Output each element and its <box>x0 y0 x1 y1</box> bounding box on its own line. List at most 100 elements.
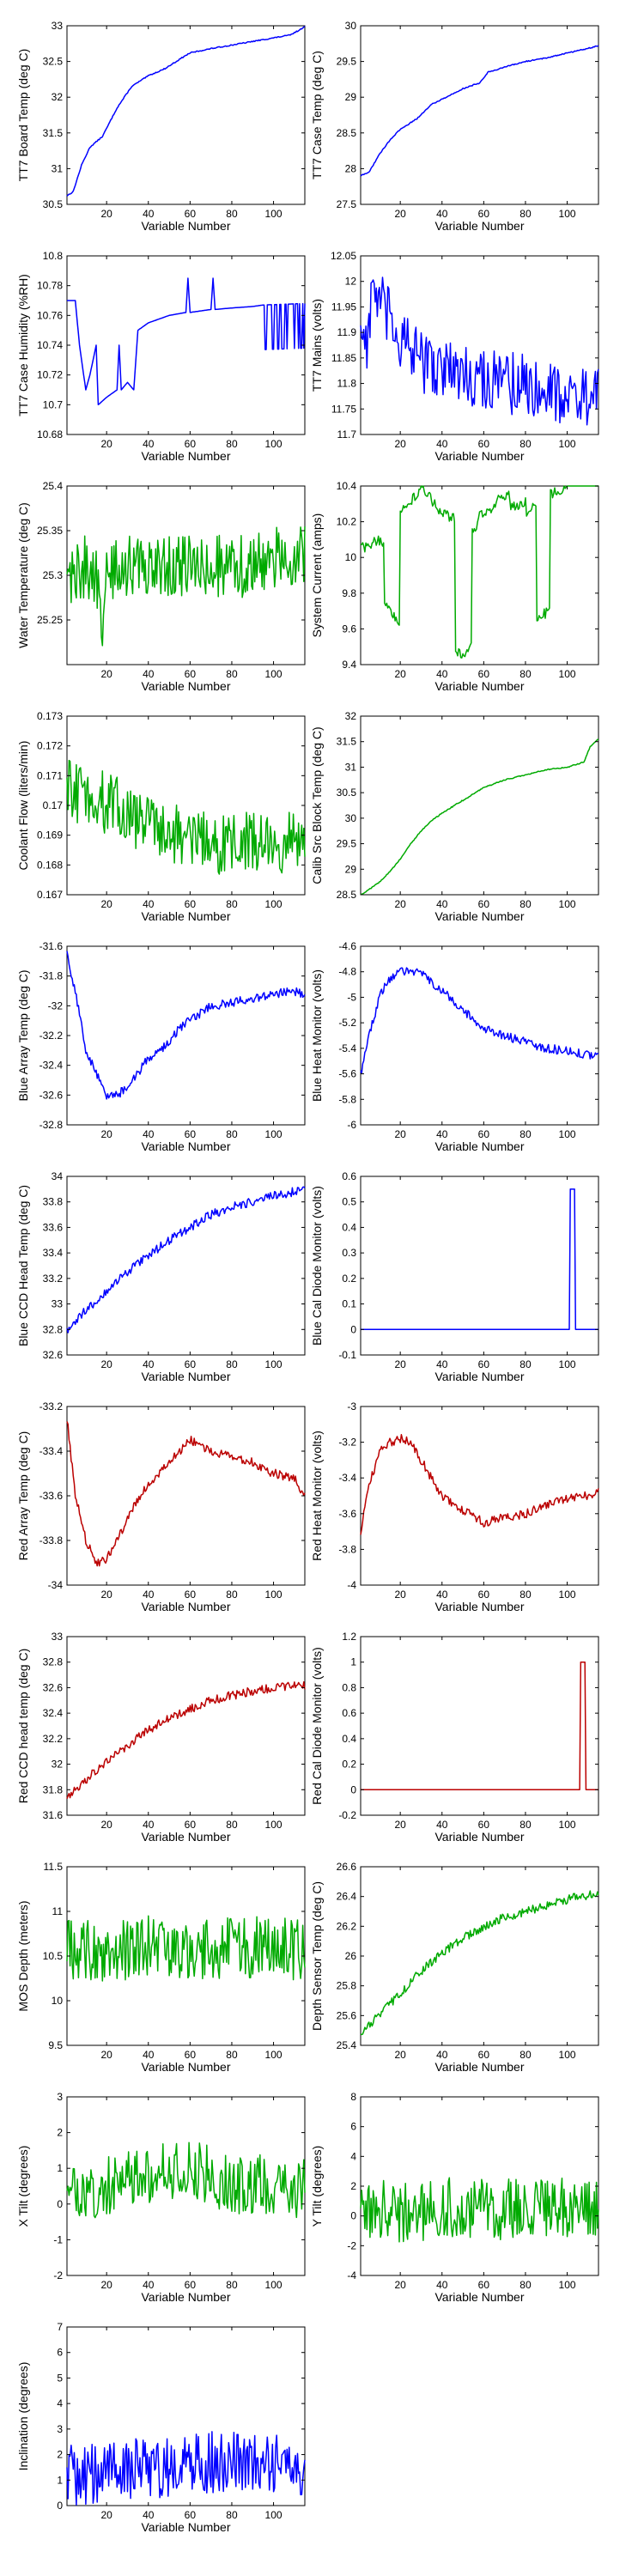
plot-area <box>360 1636 599 1816</box>
plot-area <box>360 1866 599 2046</box>
x-tick-label: 80 <box>226 2049 238 2061</box>
y-axis-label: Red Cal Diode Monitor (volts) <box>310 1647 324 1805</box>
y-tick-label: 33.4 <box>43 1247 64 1259</box>
y-tick-label: -3.2 <box>338 1437 356 1449</box>
y-tick-label: -4 <box>347 2269 356 2281</box>
plot-area <box>360 715 599 896</box>
chart-panel: 20 40 60 80 100 30.5 31 31.5 32 32.5 33 Variable Nu… <box>16 20 306 233</box>
x-tick-label: 20 <box>100 898 112 910</box>
y-tick-label: 33 <box>52 1298 64 1310</box>
y-axis-label: Red CCD head temp (deg C) <box>16 1649 30 1804</box>
x-tick-label: 100 <box>559 1128 576 1140</box>
chart-panel: 20 40 60 80 100 25.25 25.3 25.35 25.4 Variable Nu… <box>16 480 306 693</box>
y-tick-label: -32.8 <box>39 1119 64 1131</box>
y-tick-label: -5.6 <box>338 1068 356 1080</box>
x-tick-label: 80 <box>226 1819 238 1831</box>
y-tick-label: -33.2 <box>39 1400 64 1413</box>
y-tick-label: 0.2 <box>342 1273 356 1285</box>
y-tick-label: -6 <box>347 1119 356 1131</box>
series-line <box>360 485 598 659</box>
x-tick-label: 60 <box>478 1128 490 1140</box>
x-tick-label: 100 <box>559 2049 576 2061</box>
x-tick-label: 80 <box>226 438 238 450</box>
x-tick-label: 20 <box>394 438 406 450</box>
y-axis-label: MOS Depth (meters) <box>16 1900 30 2011</box>
y-axis-label: Blue Cal Diode Monitor (volts) <box>310 1186 324 1346</box>
y-tick-label: 32.4 <box>43 1707 64 1719</box>
series-line <box>66 2431 306 2506</box>
series-line <box>66 951 306 1100</box>
y-tick-label: -32 <box>48 999 64 1012</box>
y-tick-label: 27.5 <box>337 198 357 210</box>
y-tick-label: -4.8 <box>338 966 356 978</box>
x-tick-label: 80 <box>519 2049 532 2061</box>
y-tick-label: 0.17 <box>43 799 64 811</box>
x-axis-label: Variable Number <box>141 1370 230 1383</box>
x-tick-label: 20 <box>394 1358 406 1370</box>
series-line <box>66 759 306 875</box>
plot-area <box>360 2096 599 2276</box>
x-axis-label: Variable Number <box>434 219 524 233</box>
x-tick-label: 60 <box>185 2509 197 2521</box>
y-tick-label: 30 <box>345 812 357 824</box>
x-tick-label: 20 <box>100 1128 112 1140</box>
x-tick-label: 40 <box>143 2049 155 2061</box>
series-line <box>360 2177 599 2243</box>
x-tick-label: 40 <box>436 1819 448 1831</box>
chart-panel: 20 40 60 80 100 -4 -3.8 -3.6 -3.4 -3.2 -3 Variable … <box>310 1400 599 1613</box>
x-tick-label: 40 <box>436 1589 448 1601</box>
y-tick-label: 33 <box>52 20 64 32</box>
x-tick-label: 100 <box>265 1128 283 1140</box>
y-axis-label: Y Tilt (degrees) <box>310 2146 324 2227</box>
x-tick-label: 40 <box>436 208 448 220</box>
y-tick-label: 10.76 <box>37 309 63 321</box>
x-tick-label: 100 <box>559 1358 576 1370</box>
x-tick-label: 100 <box>559 668 576 680</box>
plot-area <box>66 1636 306 1816</box>
y-tick-label: 32.6 <box>43 1349 64 1361</box>
x-tick-label: 20 <box>394 1589 406 1601</box>
x-tick-label: 40 <box>143 2509 155 2521</box>
y-tick-label: 1 <box>57 2474 63 2486</box>
x-axis-label: Variable Number <box>141 1830 230 1844</box>
x-tick-label: 40 <box>436 668 448 680</box>
x-tick-label: 20 <box>394 208 406 220</box>
x-tick-label: 80 <box>226 898 238 910</box>
y-tick-label: 2 <box>350 2180 356 2192</box>
plot-area <box>360 1176 599 1356</box>
y-tick-label: -32.4 <box>39 1060 64 1072</box>
y-tick-label: 7 <box>57 2321 63 2333</box>
y-tick-label: 29.5 <box>337 838 357 850</box>
x-tick-label: 60 <box>185 1819 197 1831</box>
x-tick-label: 40 <box>143 1589 155 1601</box>
y-tick-label: -3.4 <box>338 1472 356 1484</box>
x-tick-label: 60 <box>185 1589 197 1601</box>
y-tick-label: 0.167 <box>37 889 63 901</box>
y-tick-label: 31.5 <box>43 127 64 139</box>
y-tick-label: 25.8 <box>337 1980 357 1992</box>
series-line <box>361 1661 598 1791</box>
series-line <box>66 25 306 197</box>
y-axis-label: Red Array Temp (deg C) <box>16 1431 30 1561</box>
x-tick-label: 80 <box>226 2279 238 2291</box>
y-axis-label: TT7 Case Humidity (%RH) <box>16 274 30 416</box>
x-tick-label: 60 <box>185 1128 197 1140</box>
y-tick-label: 3 <box>57 2423 63 2435</box>
x-tick-label: 100 <box>265 898 283 910</box>
y-tick-label: 31.8 <box>43 1783 64 1795</box>
y-tick-label: 0.6 <box>342 1707 356 1719</box>
x-axis-label: Variable Number <box>434 1370 524 1383</box>
x-tick-label: 40 <box>436 898 448 910</box>
series-line <box>360 1434 599 1535</box>
y-tick-label: 26 <box>345 1950 357 1962</box>
y-tick-label: 29 <box>345 863 357 875</box>
x-tick-label: 80 <box>519 1358 532 1370</box>
chart-panel: 20 40 60 80 100 0.167 0.168 0.169 0.17 0.171 0.172… <box>16 710 306 923</box>
x-tick-label: 20 <box>394 668 406 680</box>
y-tick-label: 10.68 <box>37 428 63 440</box>
chart-panel: 20 40 60 80 100 9.4 9.6 9.8 10 10.2 10.4 Variable N… <box>310 480 599 693</box>
chart-panel: 20 40 60 80 100 31.6 31.8 32 32.2 32.4 32.6 32.8 33 V… <box>16 1631 306 1844</box>
x-tick-label: 60 <box>478 668 490 680</box>
y-tick-label: 10.74 <box>37 339 63 351</box>
chart-panel: 20 40 60 80 100 28.5 29 29.5 30 30.5 31 31.5 32 Varia… <box>310 710 599 923</box>
